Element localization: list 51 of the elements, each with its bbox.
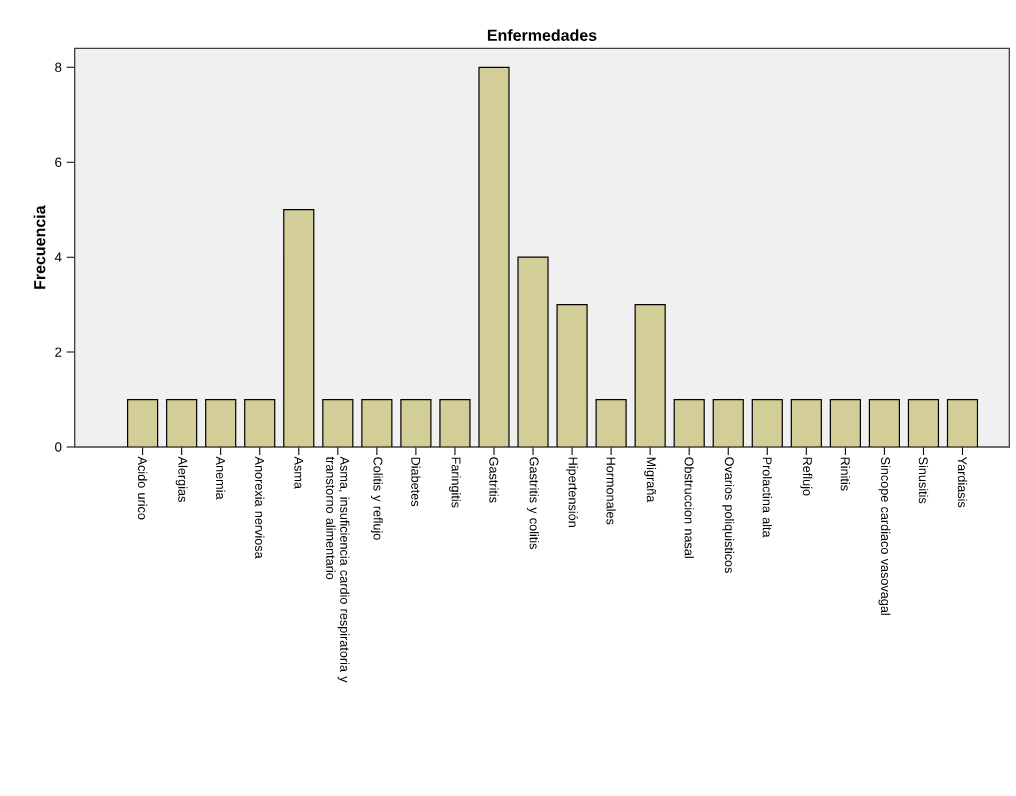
- x-tick-label: Alergias: [175, 456, 188, 502]
- x-tick-label: Sincope cardiaco vasovagal: [878, 457, 891, 615]
- x-tick-label: Acido urico: [137, 456, 148, 520]
- x-tick-label: Prolactina alta: [762, 457, 772, 538]
- x-tick-label: Ovarios poliquisticos: [722, 457, 735, 573]
- x-tick-label: Colitis y reflujo: [370, 457, 383, 540]
- bar: [830, 399, 861, 447]
- x-tick-label: Hipertensión: [566, 457, 579, 527]
- bar: [713, 399, 744, 447]
- bar: [166, 399, 197, 447]
- x-tick-label: Gastritis: [489, 457, 499, 503]
- x-tick-label: Reflujo: [800, 457, 813, 496]
- y-tick-label: 8: [55, 62, 62, 73]
- bar: [869, 399, 900, 447]
- x-tick-label: Anorexia nerviosa: [255, 456, 265, 559]
- bar: [946, 398, 979, 447]
- bar: [635, 304, 666, 447]
- bar: [557, 304, 588, 447]
- bar: [400, 399, 431, 447]
- y-tick-label: 6: [55, 157, 62, 167]
- bar: [478, 67, 509, 447]
- bar: [908, 399, 939, 447]
- x-tick-label: Obstruccion nasal: [684, 457, 694, 558]
- bar: [283, 209, 314, 447]
- x-tick-label: Diabetes: [411, 457, 421, 507]
- bar: [791, 399, 822, 447]
- y-tick-label: 0: [55, 442, 62, 452]
- bar: [439, 399, 470, 447]
- y-axis-title: Frecuencia: [33, 205, 46, 289]
- x-tick-label: Asma, insuficiencia cardio respiratoria y transtorno alimentario: [326, 456, 350, 683]
- y-tick-label: 4: [54, 252, 62, 262]
- x-tick-label: Anemia: [216, 456, 226, 500]
- x-tick-label: Sinusitis: [918, 457, 929, 504]
- x-tick-label: Gastritis y colitis: [527, 457, 539, 550]
- bar: [322, 399, 353, 447]
- x-tick-label: Migraña: [644, 457, 657, 503]
- bar: [674, 399, 705, 447]
- bar: [596, 399, 627, 447]
- y-tick-label: 2: [55, 347, 62, 357]
- bar: [518, 257, 549, 447]
- bar: [752, 399, 783, 447]
- x-tick-label: Yardiasis: [957, 456, 968, 508]
- bar: [244, 399, 275, 447]
- x-tick-label: Rinitis: [840, 457, 851, 491]
- bar: [361, 399, 392, 447]
- x-tick-label: Asma: [294, 456, 304, 489]
- bar: [127, 399, 158, 447]
- x-tick-label: Hormonales: [606, 457, 616, 525]
- x-tick-label: Faringitis: [449, 457, 461, 508]
- chart-title: Enfermedades: [487, 29, 597, 41]
- bar: [205, 399, 236, 447]
